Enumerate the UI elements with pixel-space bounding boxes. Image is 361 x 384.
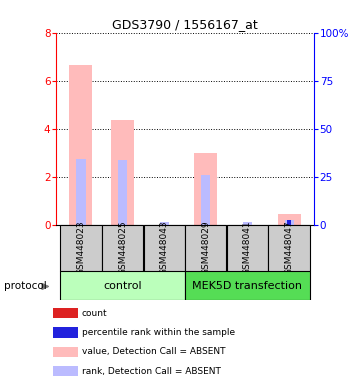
Bar — [227, 225, 268, 271]
Text: GSM448025: GSM448025 — [118, 220, 127, 275]
Bar — [185, 271, 310, 300]
Bar — [111, 120, 134, 225]
Text: percentile rank within the sample: percentile rank within the sample — [82, 328, 235, 337]
Bar — [194, 153, 217, 225]
Bar — [269, 225, 310, 271]
Text: GSM448043: GSM448043 — [160, 220, 169, 275]
Bar — [243, 222, 252, 225]
Bar — [69, 65, 92, 225]
Bar — [77, 159, 86, 225]
Bar — [53, 366, 78, 376]
Title: GDS3790 / 1556167_at: GDS3790 / 1556167_at — [112, 18, 258, 31]
Bar — [287, 220, 291, 225]
Bar — [53, 308, 78, 318]
Text: GSM448023: GSM448023 — [77, 220, 86, 275]
Bar — [286, 222, 292, 225]
Text: MEK5D transfection: MEK5D transfection — [192, 280, 303, 291]
Bar — [160, 222, 169, 225]
Bar — [284, 220, 293, 225]
Text: value, Detection Call = ABSENT: value, Detection Call = ABSENT — [82, 347, 225, 356]
Text: GSM448047: GSM448047 — [284, 220, 293, 275]
Bar — [144, 225, 185, 271]
Text: GSM448029: GSM448029 — [201, 220, 210, 275]
Bar — [201, 175, 210, 225]
Bar — [53, 346, 78, 357]
Text: count: count — [82, 308, 108, 318]
Text: control: control — [103, 280, 142, 291]
Bar — [53, 327, 78, 338]
Bar — [278, 214, 301, 225]
Bar — [118, 160, 127, 225]
Bar — [60, 225, 101, 271]
Bar — [60, 271, 185, 300]
Bar — [185, 225, 226, 271]
Text: GSM448041: GSM448041 — [243, 220, 252, 275]
Text: protocol: protocol — [4, 281, 46, 291]
Bar — [102, 225, 143, 271]
Text: rank, Detection Call = ABSENT: rank, Detection Call = ABSENT — [82, 367, 221, 376]
